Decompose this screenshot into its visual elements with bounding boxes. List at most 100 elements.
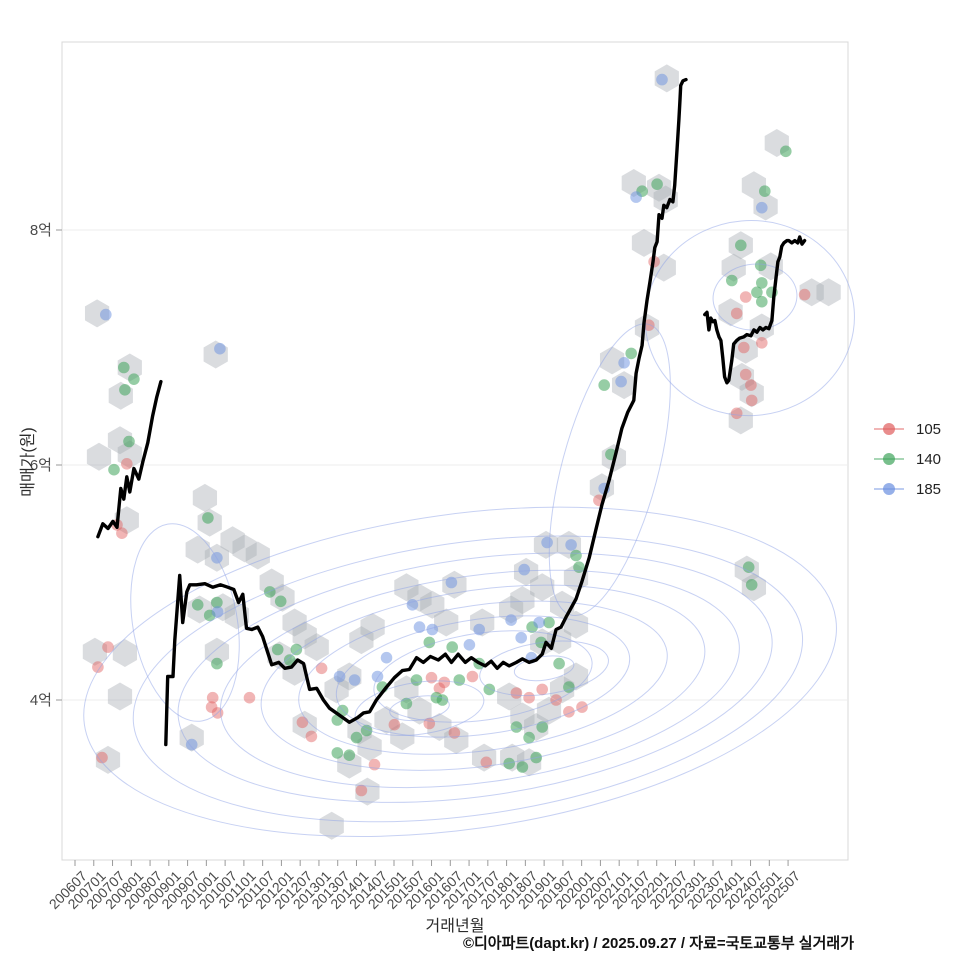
scatter-point-140 [283, 654, 296, 666]
scatter-point-105 [739, 291, 752, 303]
scatter-point-140 [726, 274, 738, 287]
scatter-point-185 [518, 563, 530, 576]
scatter-point-185 [214, 342, 226, 355]
scatter-point-105 [730, 407, 743, 420]
scatter-point-105 [756, 337, 768, 349]
scatter-point-140 [483, 683, 496, 696]
scatter-point-140 [543, 616, 555, 629]
scatter-point-185 [541, 536, 553, 549]
hexbin-cell [634, 313, 660, 342]
hexbin-cell [510, 586, 535, 615]
scatter-point-140 [128, 373, 140, 386]
scatter-point-105 [438, 676, 451, 689]
scatter-point-140 [516, 761, 529, 773]
scatter-point-140 [400, 697, 413, 710]
hexbin-cell [95, 745, 121, 774]
legend-item-140: 140 [874, 444, 941, 474]
density-contour [513, 655, 575, 682]
hexbin-cell [536, 696, 562, 725]
scatter-point-185 [348, 674, 361, 686]
y-tick-label: 4억 [30, 692, 52, 709]
scatter-point-140 [108, 463, 120, 476]
legend-marker-140 [874, 452, 904, 466]
scatter-point-185 [615, 375, 627, 388]
scatter-point-140 [570, 549, 582, 562]
hexbin-cell [407, 696, 432, 725]
hexbin-cell [220, 526, 245, 555]
hexbin-cell [599, 346, 625, 375]
scatter-point-105 [243, 691, 256, 704]
hexbin-cell [82, 637, 108, 666]
scatter-point-140 [290, 643, 303, 656]
legend-label-185: 185 [916, 480, 942, 498]
scatter-point-140 [510, 721, 523, 733]
scatter-point-105 [305, 730, 318, 743]
price-trend-line [164, 77, 688, 747]
density-contour [130, 523, 240, 722]
hexbin-cell [728, 406, 753, 435]
hexbin-cell [355, 777, 380, 806]
hexbin-cell [733, 335, 758, 364]
scatter-point-140 [780, 145, 792, 158]
scatter-point-105 [738, 341, 750, 354]
scatter-point-140 [123, 435, 135, 448]
scatter-point-105 [745, 379, 757, 391]
scatter-point-140 [756, 295, 768, 308]
scatter-point-140 [598, 379, 610, 391]
scatter-point-105 [92, 661, 104, 673]
scatter-point-185 [333, 670, 346, 683]
scatter-point-140 [274, 595, 287, 608]
hexbin-cell [204, 637, 230, 666]
y-tick-label: 8억 [30, 222, 52, 239]
source-caption: ©디아파트(dapt.kr) / 2025.09.27 / 자료=국토교통부 실… [462, 935, 854, 952]
scatter-point-105 [798, 288, 811, 301]
hexbin-cell [304, 633, 329, 662]
scatter-point-185 [630, 191, 642, 203]
hexbin-cell [718, 298, 743, 327]
scatter-point-140 [751, 286, 763, 299]
scatter-point-105 [510, 687, 523, 699]
hexbin-cell [390, 722, 415, 751]
hexbin-cell [112, 639, 138, 667]
scatter-point-105 [730, 307, 743, 320]
scatter-point-185 [406, 599, 419, 611]
scatter-point-105 [388, 718, 401, 731]
hexbin-cell [497, 682, 522, 711]
legend-item-185: 185 [874, 474, 941, 504]
scatter-point-185 [211, 606, 224, 618]
scatter-point-185 [656, 73, 668, 86]
hexbin-cell [179, 723, 204, 752]
hexbin-cell [530, 573, 555, 602]
scatter-point-140 [202, 512, 214, 524]
hexbin-cell [192, 483, 218, 512]
scatter-point-185 [185, 738, 198, 751]
scatter-point-105 [480, 756, 493, 769]
hexbin-cell [84, 299, 110, 328]
scatter-point-140 [759, 185, 771, 197]
scatter-point-140 [264, 586, 276, 598]
legend: 105 140 185 [874, 414, 941, 504]
legend-label-140: 140 [916, 450, 942, 468]
hexbin-cell [563, 610, 589, 639]
x-axis-title: 거래년월 [425, 918, 485, 935]
legend-marker-185 [874, 482, 904, 496]
hexbin-cell [651, 253, 676, 282]
scatter-point-185 [463, 639, 476, 651]
hexbin-cell [107, 682, 133, 711]
y-axis-title: 매매가(원) [20, 427, 37, 497]
legend-item-105: 105 [874, 414, 941, 444]
scatter-point-140 [553, 657, 565, 670]
scatter-point-140 [211, 596, 223, 609]
scatter-point-185 [413, 621, 426, 633]
hexbin-cell [434, 608, 459, 637]
scatter-point-140 [191, 599, 204, 611]
hexbin-cell [117, 440, 142, 469]
scatter-point-105 [433, 682, 446, 695]
hexbin-cell [357, 733, 382, 761]
density-contour [548, 323, 671, 617]
y-tick-label: 6억 [30, 457, 52, 474]
hexbin-cell [721, 253, 746, 282]
scatter-point-105 [448, 727, 461, 739]
